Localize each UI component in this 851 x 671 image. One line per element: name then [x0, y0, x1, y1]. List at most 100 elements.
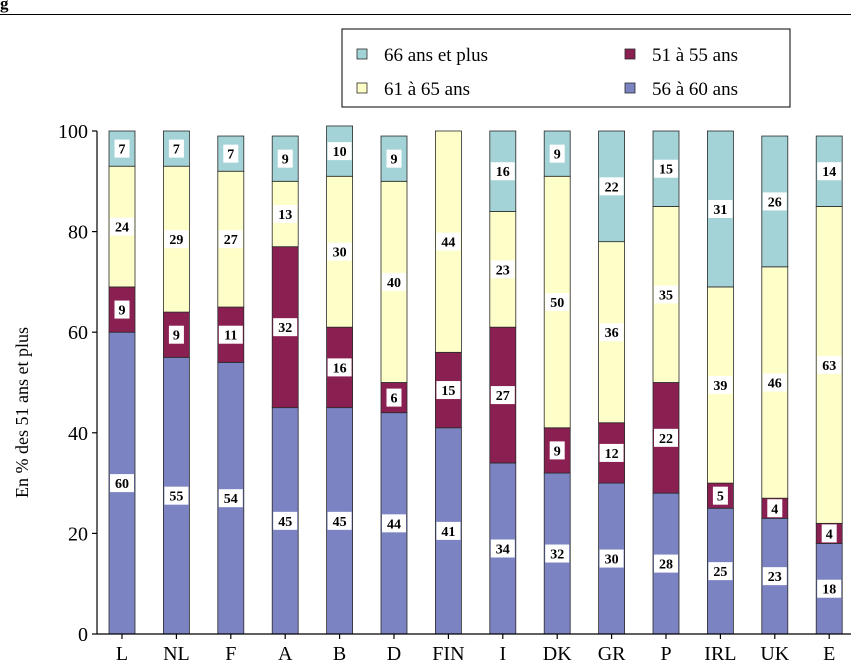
data-label: 22 — [605, 180, 619, 195]
x-tick-label-nl: NL — [163, 643, 190, 665]
y-tick-label: 20 — [68, 523, 88, 545]
data-label: 28 — [659, 558, 673, 573]
data-label-box — [382, 272, 406, 291]
data-label: 41 — [441, 525, 455, 540]
bars: 6092475592975411277453213945163010446409… — [108, 125, 843, 635]
data-label: 9 — [282, 153, 289, 168]
data-label-box — [654, 159, 678, 178]
data-label-box — [164, 230, 189, 249]
data-label: 44 — [441, 236, 455, 251]
x-tick-label-e: E — [823, 643, 835, 665]
data-label: 45 — [278, 515, 292, 530]
x-tick-label-gr: GR — [598, 643, 626, 665]
bar-d: 44 6 40 9 — [380, 135, 408, 635]
legend-label: 61 à 65 ans — [384, 79, 470, 100]
data-label: 16 — [333, 361, 347, 376]
x-axis: L NL F A B D FIN I DK GR P IRL UK E — [97, 633, 851, 665]
x-tick-label-l: L — [116, 643, 128, 665]
data-label-box — [327, 142, 352, 161]
data-label-box — [762, 373, 787, 392]
y-axis: 0 20 40 60 80 100 En % des 51 ans et plus — [12, 121, 98, 646]
data-label: 44 — [387, 517, 401, 532]
data-label-box — [382, 514, 406, 533]
y-tick-label: 80 — [68, 222, 88, 244]
data-label-box — [762, 567, 787, 586]
data-label: 32 — [550, 548, 564, 563]
data-label: 24 — [115, 221, 129, 236]
bar-uk: 23 4 46 26 — [761, 135, 789, 635]
data-label: 36 — [605, 326, 619, 341]
legend-item-61-65-ans: 61 à 65 ans — [356, 79, 470, 100]
data-label: 50 — [550, 296, 564, 311]
data-label-box — [277, 149, 293, 168]
data-label: 18 — [822, 583, 836, 598]
bar-a: 45 32 13 9 — [271, 135, 299, 635]
data-label: 54 — [224, 492, 238, 507]
bar-irl: 25 5 39 31 — [707, 130, 734, 635]
data-label-box — [821, 524, 837, 543]
data-label-box — [273, 318, 298, 337]
data-label: 7 — [173, 143, 180, 158]
data-label-box — [599, 177, 624, 196]
bar-p: 28 22 35 15 — [652, 130, 680, 635]
data-label: 15 — [441, 384, 455, 399]
legend-swatch — [356, 82, 368, 94]
data-label: 9 — [173, 329, 180, 344]
data-label: 4 — [771, 502, 778, 517]
legend-swatch — [624, 48, 636, 60]
data-label: 13 — [278, 208, 292, 223]
bar-fin: 41 15 44 — [434, 130, 462, 635]
data-label-box — [114, 300, 130, 319]
data-label-box — [273, 204, 298, 223]
legend-label: 56 à 60 ans — [652, 79, 738, 100]
x-tick-label-b: B — [333, 643, 346, 665]
data-label: 9 — [554, 444, 561, 459]
data-label-box — [110, 217, 134, 236]
data-label-box — [817, 579, 842, 598]
data-label: 26 — [768, 195, 782, 210]
bar-f: 54 11 27 7 — [217, 135, 245, 635]
heading-fragment: g — [0, 0, 9, 13]
legend-box — [341, 28, 791, 108]
legend-label: 66 ans et plus — [384, 45, 488, 66]
data-label: 32 — [278, 321, 292, 336]
data-label: 22 — [659, 432, 673, 447]
data-label-box — [218, 325, 243, 344]
x-tick-label-a: A — [278, 643, 293, 665]
data-label: 31 — [713, 203, 727, 218]
x-tick-label-i: I — [499, 643, 506, 665]
data-label-box — [223, 144, 239, 163]
bar-nl: 55 9 29 7 — [162, 130, 190, 635]
x-tick-label-p: P — [660, 643, 671, 665]
data-label-box — [114, 139, 130, 158]
data-label-box — [654, 554, 678, 573]
x-tick-label-uk: UK — [760, 643, 789, 665]
data-label-box — [708, 376, 733, 395]
bar-b: 45 16 30 10 — [326, 125, 354, 635]
data-label-box — [490, 386, 515, 405]
legend-label: 51 à 55 ans — [652, 45, 738, 66]
data-label-box — [436, 232, 461, 251]
data-label-box — [599, 443, 624, 462]
data-label-box — [436, 521, 461, 540]
top-rule — [0, 14, 851, 15]
data-label: 45 — [333, 515, 347, 530]
data-label: 30 — [333, 246, 347, 261]
data-label-box — [767, 499, 783, 518]
bar-e: 18 4 63 14 — [815, 135, 843, 635]
legend: 66 ans et plus 51 à 55 ans 61 à 65 ans 56 à… — [341, 28, 791, 108]
data-label: 11 — [224, 329, 237, 344]
x-tick-label-fin: FIN — [432, 643, 464, 665]
data-label: 55 — [169, 490, 183, 505]
x-tick-label-irl: IRL — [704, 643, 736, 665]
data-label: 27 — [224, 233, 238, 248]
y-tick-label: 100 — [58, 121, 88, 143]
data-label-box — [490, 162, 515, 181]
data-label: 46 — [768, 377, 782, 392]
legend-item-51-55-ans: 51 à 55 ans — [624, 45, 738, 66]
data-label: 10 — [333, 145, 347, 160]
data-label-box — [762, 192, 787, 211]
data-label-box — [327, 511, 352, 530]
data-label: 63 — [822, 359, 836, 374]
data-label: 9 — [119, 304, 126, 319]
